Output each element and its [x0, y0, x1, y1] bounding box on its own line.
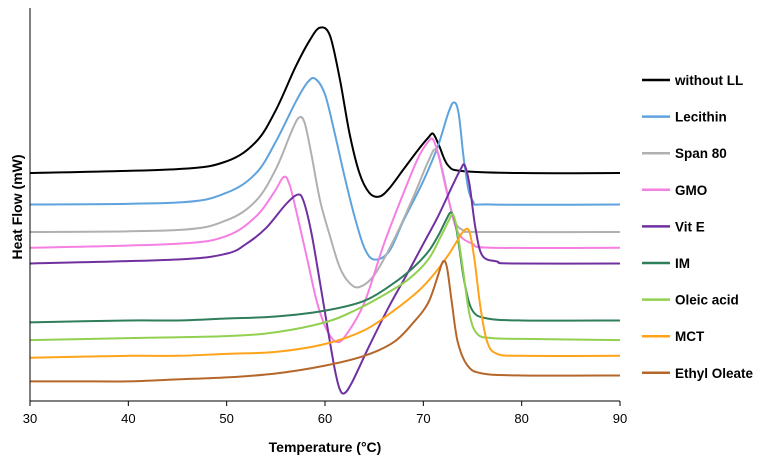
x-tick-label: 40	[121, 411, 135, 426]
x-tick-label: 30	[23, 411, 37, 426]
legend-label: MCT	[675, 329, 705, 344]
x-tick-label: 50	[219, 411, 233, 426]
y-axis-title: Heat Flow (mW)	[9, 155, 25, 260]
series-line-oleic-acid	[29, 213, 621, 342]
series-line-ethyl-oleate	[30, 259, 621, 383]
x-tick-label: 90	[613, 411, 627, 426]
x-tick-label: 80	[514, 411, 528, 426]
legend-label: Span 80	[675, 146, 727, 161]
legend-label: Lecithin	[675, 110, 727, 125]
series-line-without-ll	[29, 26, 621, 198]
legend-label: Vit E	[675, 219, 705, 234]
legend-label: GMO	[675, 183, 707, 198]
legend-label: without LL	[674, 73, 743, 88]
legend-label: Ethyl Oleate	[675, 366, 754, 381]
series-line-gmo	[29, 137, 621, 344]
x-tick-layer: 30 40 50 60 70 80 90	[23, 401, 627, 426]
series-line-im	[29, 211, 621, 324]
legend: without LL Lecithin Span 80 GMO Vit E IM Oleic…	[642, 73, 754, 381]
x-tick-label: 60	[318, 411, 332, 426]
legend-label: IM	[675, 256, 690, 271]
x-axis-title: Temperature (°C)	[269, 439, 382, 455]
legend-label: Oleic acid	[675, 293, 739, 308]
x-tick-label: 70	[416, 411, 430, 426]
series-layer	[29, 26, 621, 395]
series-line-vit-e	[29, 163, 621, 395]
series-line-lecithin	[29, 76, 621, 261]
